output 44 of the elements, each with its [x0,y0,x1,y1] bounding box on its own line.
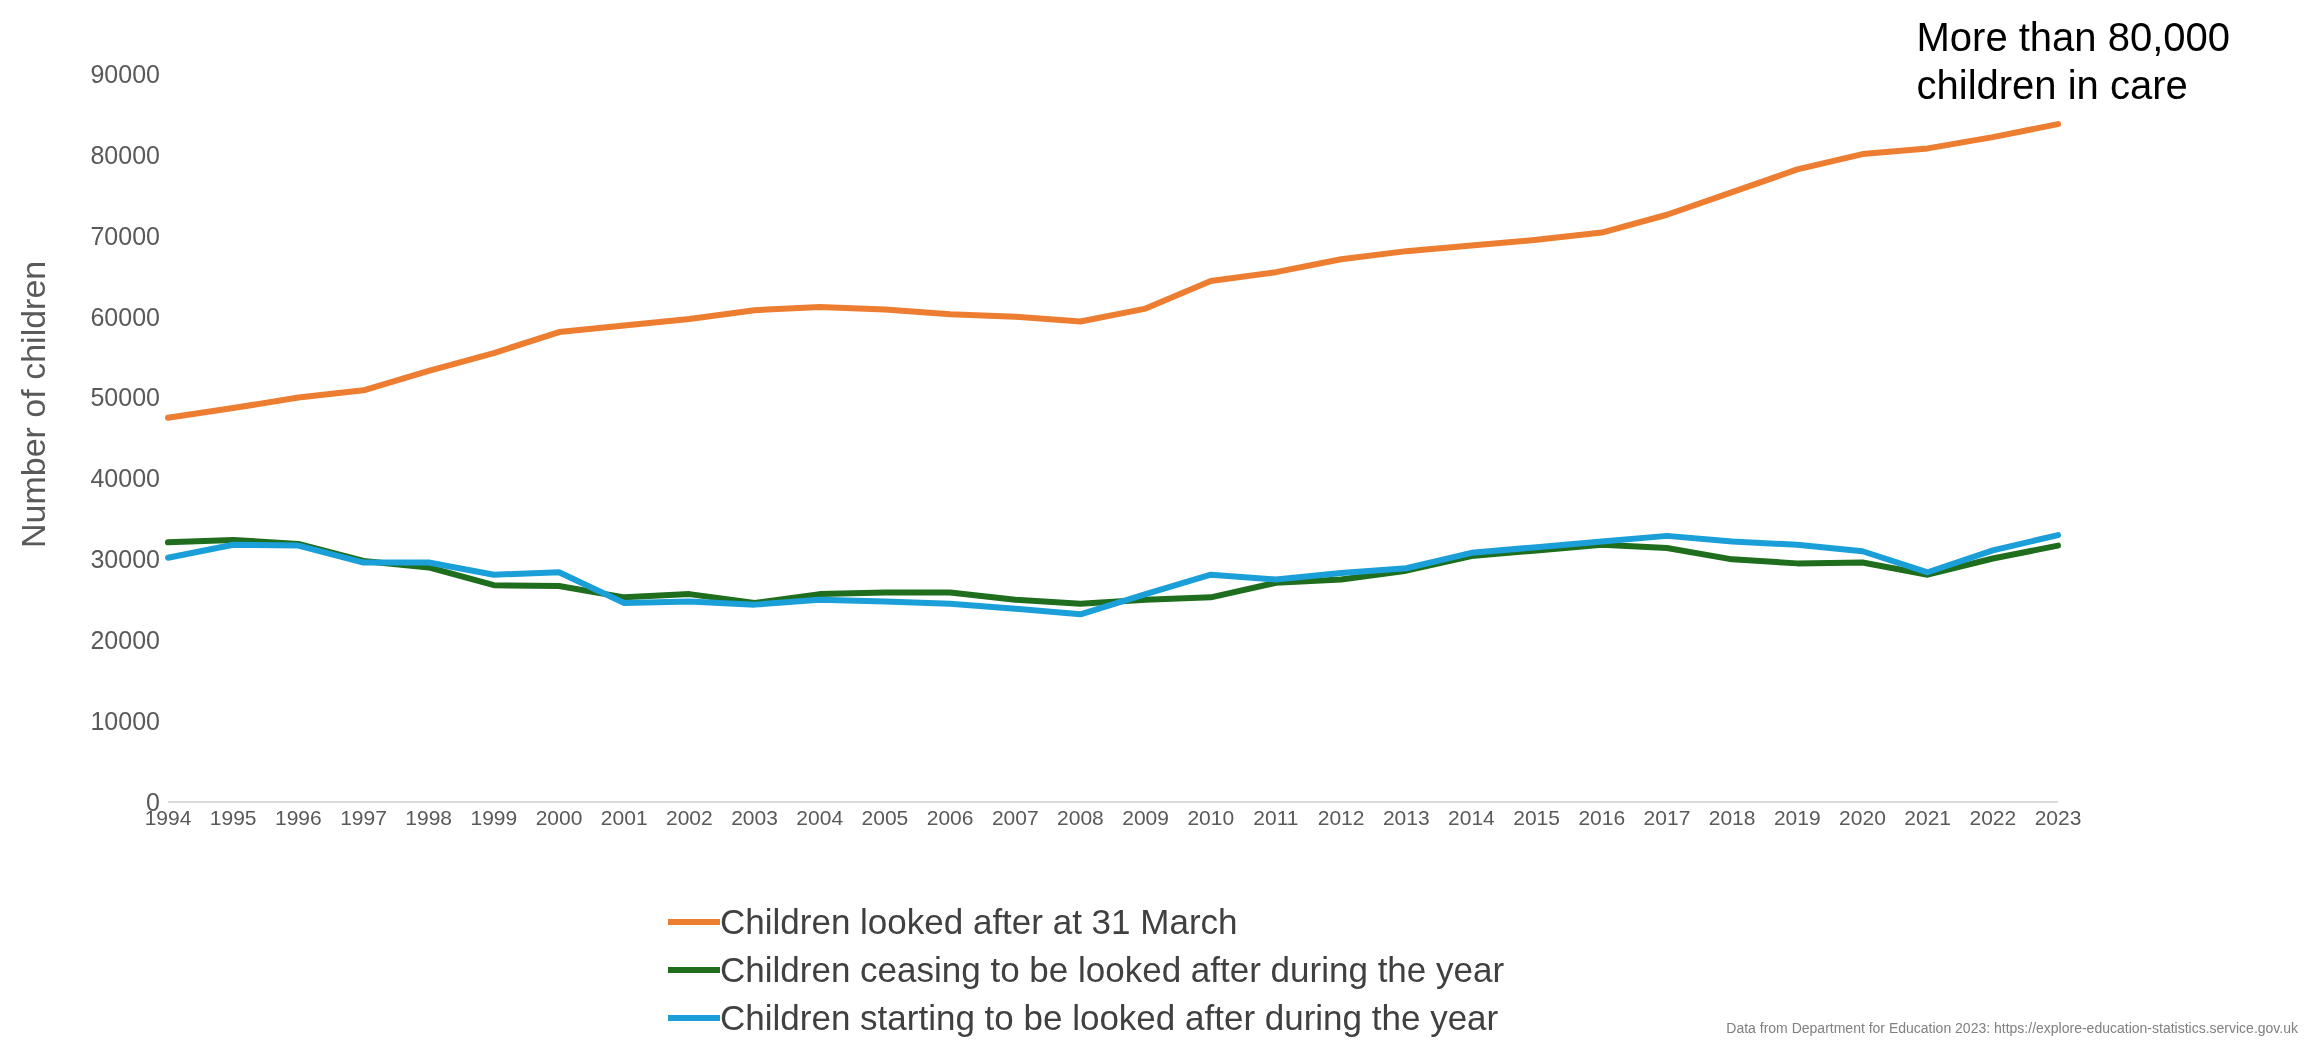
y-tick-label: 90000 [90,59,160,88]
x-tick-label: 2002 [666,805,713,829]
y-tick-label: 70000 [90,221,160,250]
x-tick-label: 1997 [340,805,387,829]
x-tick-label: 2015 [1513,805,1560,829]
y-tick-label: 60000 [90,302,160,331]
y-axis-title: Number of children [14,260,53,548]
x-tick-label: 2014 [1448,805,1496,829]
x-tick-label: 2008 [1057,805,1104,829]
x-tick-label: 2021 [1904,805,1952,829]
legend-label: Children ceasing to be looked after during the year [720,950,1505,990]
y-tick-label: 80000 [90,140,160,169]
x-tick-label: 2003 [731,805,778,829]
y-tick-label: 10000 [90,706,160,735]
x-tick-label: 2018 [1708,805,1756,829]
x-tick-label: 2010 [1187,805,1235,829]
x-tick-label: 2004 [796,805,844,829]
x-tick-label: 2016 [1578,805,1626,829]
x-tick-label: 1999 [470,805,518,829]
y-tick-label: 20000 [90,626,160,655]
x-tick-label: 2023 [2034,805,2082,829]
x-tick-label: 1995 [209,805,257,829]
x-tick-label: 2007 [991,805,1039,829]
x-tick-label: 2012 [1317,805,1365,829]
x-tick-label: 2005 [861,805,909,829]
y-tick-label: 50000 [90,383,160,412]
legend-label: Children starting to be looked after during the year [720,998,1499,1038]
y-tick-label: 30000 [90,545,160,574]
x-tick-label: 1996 [274,805,322,829]
text: Data from Department for Education 2023: https://explore-education-statistics.service.gov.uk [1726,1020,2298,1036]
x-tick-label: 2017 [1643,805,1691,829]
x-tick-label: 2020 [1839,805,1886,829]
x-tick-label: 2011 [1253,805,1299,829]
x-tick-label: 2022 [1969,805,2017,829]
x-tick-label: 2006 [926,805,974,829]
x-tick-label: 1998 [405,805,453,829]
x-tick-label: 2013 [1382,805,1430,829]
legend-label: Children looked after at 31 March [720,902,1238,942]
x-tick-label: 2009 [1122,805,1169,829]
annotation: More than 80,000 children in care [1916,14,2232,110]
x-tick-label: 2001 [600,805,648,829]
x-tick-label: 2000 [535,805,583,829]
y-tick-label: 40000 [90,464,160,493]
x-tick-label: 2019 [1773,805,1821,829]
